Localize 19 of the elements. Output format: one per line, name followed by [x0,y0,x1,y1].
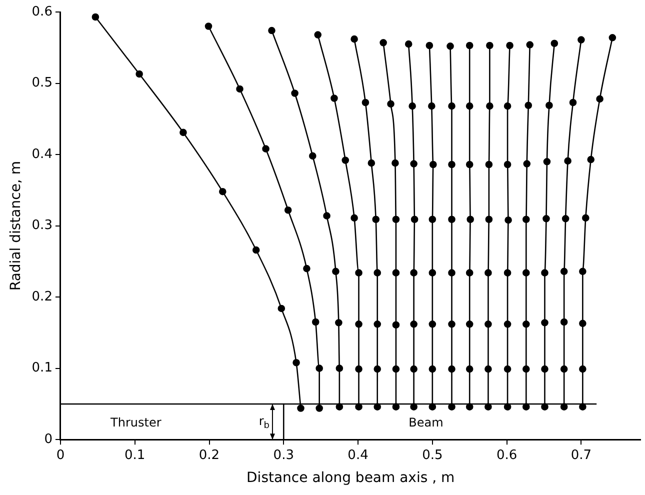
y-tick-label: 0.4 [32,146,52,162]
x-tick-label: 0 [56,448,65,463]
y-tick-label: 0.5 [32,76,52,91]
y-tick-label: 0 [44,432,52,447]
y-tick-label: 0.2 [32,289,52,304]
x-tick-label: 0.7 [570,448,592,463]
x-tick-label: 0.5 [422,448,443,463]
x-axis-title: Distance along beam axis , m [246,470,455,486]
x-tick-label: 0.1 [124,448,146,463]
y-axis-title: Radial distance, m [8,161,24,291]
annotation: Thruster [110,416,162,430]
x-tick-label: 0.6 [496,448,518,463]
x-tick-label: 0.2 [198,448,220,463]
x-tick-label: 0.4 [348,448,368,463]
annotation: Beam [408,416,444,430]
y-tick-label: 0.1 [32,360,52,376]
y-tick-label: 0.3 [32,218,52,234]
y-tick-label: 0.6 [32,4,52,20]
x-tick-label: 0.3 [273,448,294,463]
